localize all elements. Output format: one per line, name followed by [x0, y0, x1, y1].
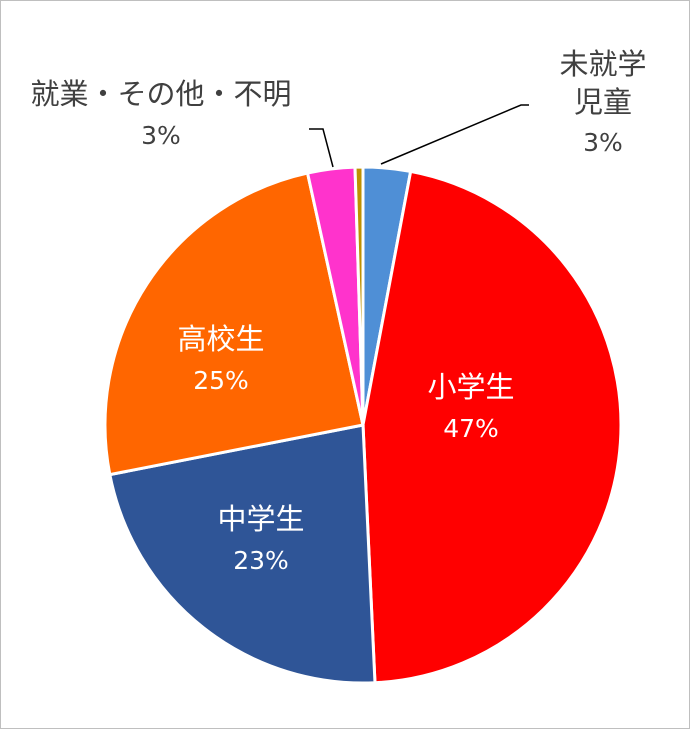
pie-slice: [103, 171, 365, 477]
data-label: 就業・その他・不明 3%: [11, 76, 311, 152]
pie-slice: [361, 169, 623, 685]
pie-slice: [353, 165, 365, 426]
category-label: 高校生: [177, 322, 265, 356]
value-label: 23%: [233, 545, 289, 575]
leader-line: [309, 128, 334, 168]
data-label: 中学生 23%: [196, 501, 326, 577]
value-label: 3%: [583, 128, 623, 158]
value-label: 47%: [443, 413, 499, 443]
data-label: 小学生 47%: [411, 369, 531, 445]
value-label: 25%: [193, 365, 249, 395]
category-label: 未就学児童: [559, 47, 647, 119]
pie-slice: [108, 423, 377, 685]
category-label: 小学生: [427, 370, 515, 404]
category-label: 就業・その他・不明: [30, 77, 292, 111]
value-label: 3%: [141, 120, 181, 150]
data-label: 高校生 25%: [151, 321, 291, 397]
leader-line: [380, 104, 529, 165]
category-label: 中学生: [217, 502, 305, 536]
data-label: 未就学児童 3%: [553, 46, 653, 160]
